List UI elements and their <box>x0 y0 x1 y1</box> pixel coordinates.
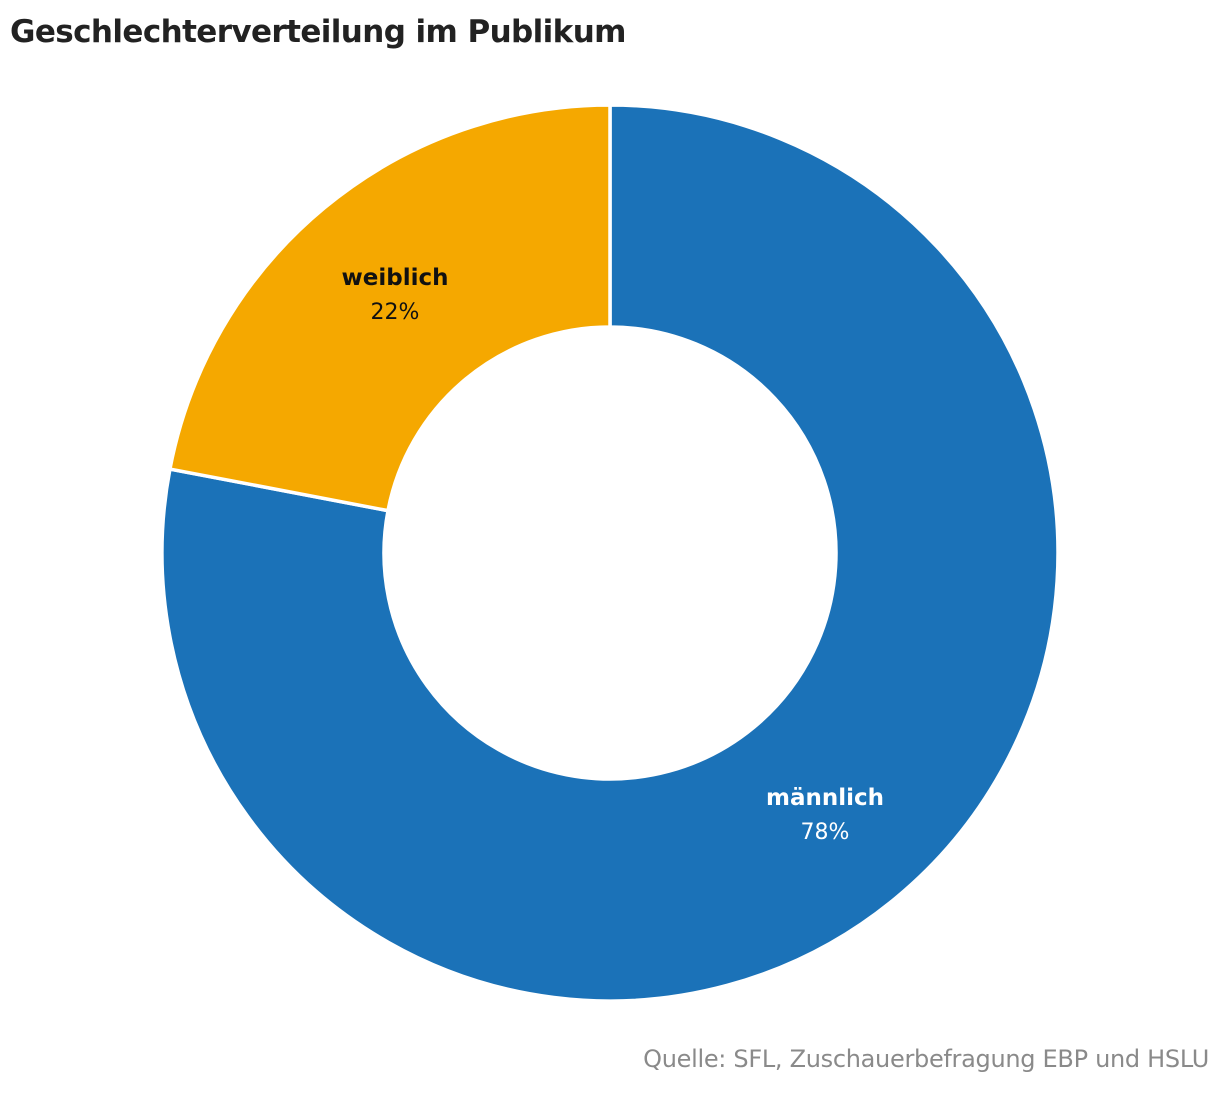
donut-slice-maennlich <box>160 103 1060 1003</box>
donut-labels: weiblich 22% männlich 78% <box>342 265 885 845</box>
source-note: Quelle: SFL, Zuschauerbefragung EBP und … <box>643 1045 1209 1073</box>
donut-slices <box>160 103 1060 1003</box>
slice-label-maennlich-value: 78% <box>801 820 850 845</box>
donut-slice-weiblich <box>167 103 612 513</box>
slice-label-weiblich-value: 22% <box>371 300 420 325</box>
slice-label-maennlich-name: männlich <box>766 785 884 811</box>
chart-title: Geschlechterverteilung im Publikum <box>10 14 626 50</box>
slice-label-weiblich-name: weiblich <box>342 265 449 291</box>
